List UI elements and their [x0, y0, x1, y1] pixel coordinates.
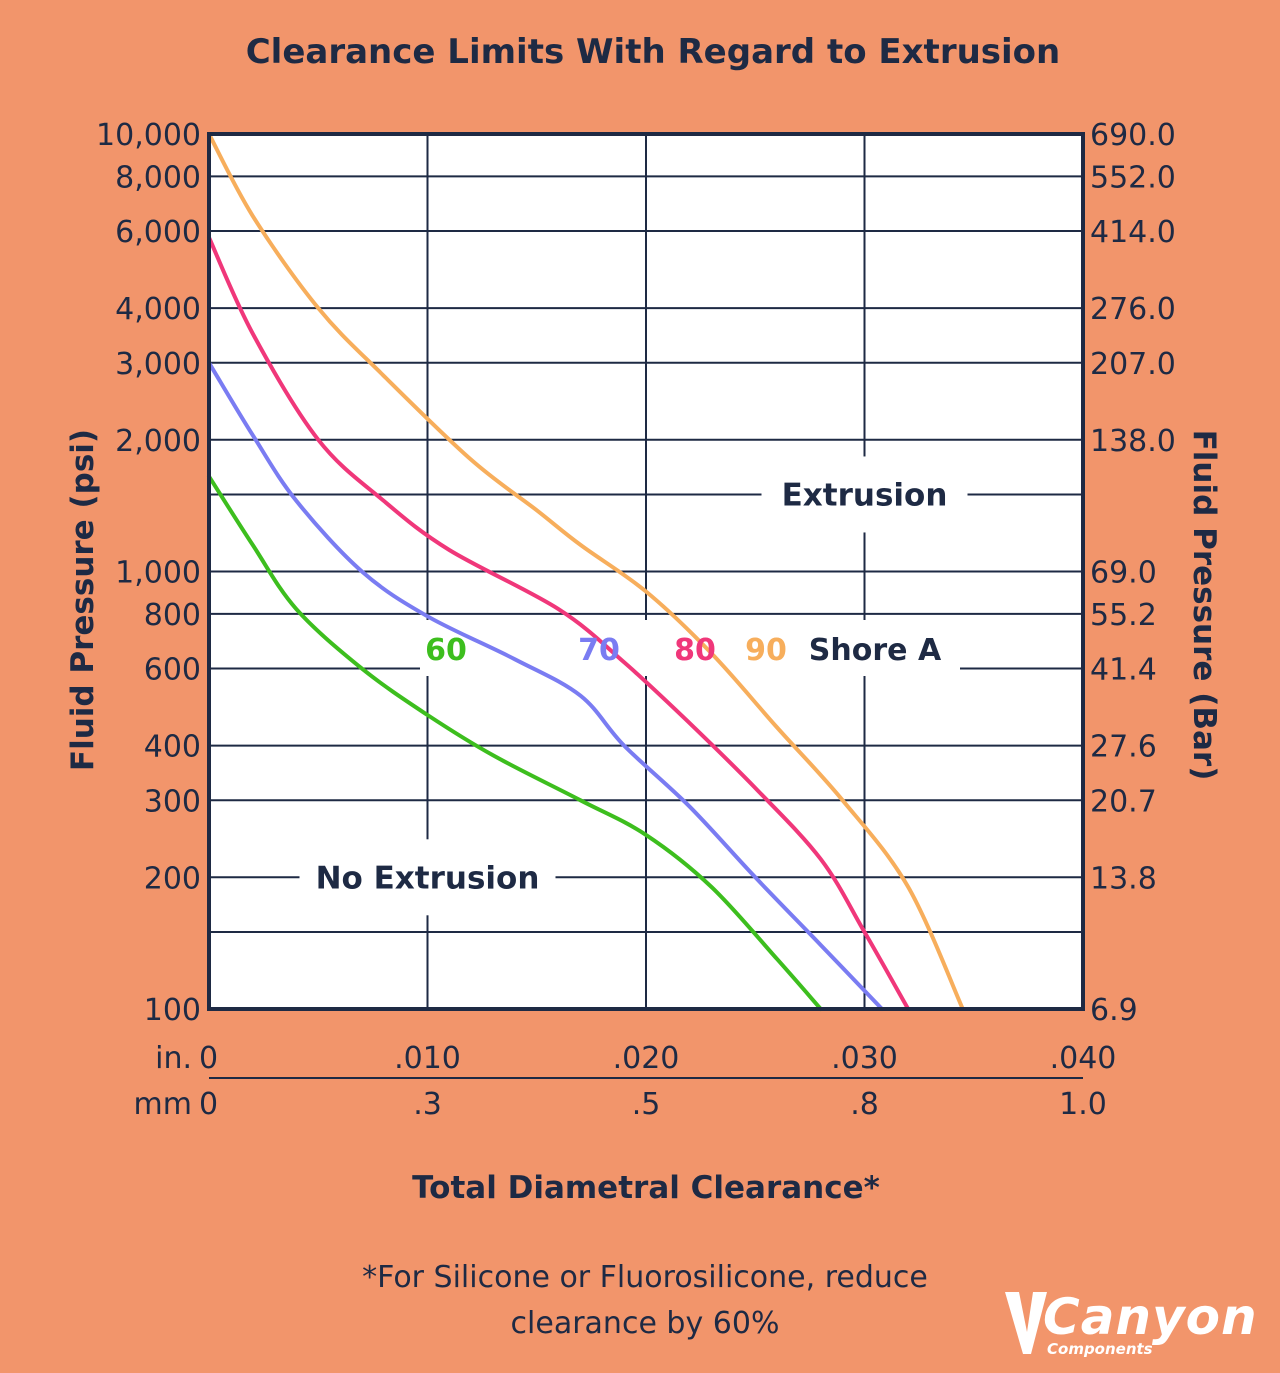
shore-a-label: Shore A [809, 633, 942, 668]
logo-name: Canyon [1043, 1288, 1258, 1346]
x-in-tick-label: 0 [199, 1041, 218, 1076]
y-left-axis-title: Fluid Pressure (psi) [65, 429, 101, 771]
y-right-tick-label: 207.0 [1090, 347, 1176, 382]
no-extrusion-label: No Extrusion [316, 860, 540, 896]
y-right-tick-label: 27.6 [1090, 730, 1157, 765]
y-right-tick-label: 690.0 [1090, 118, 1176, 153]
plot-border [207, 132, 1085, 1011]
series-90-line [207, 132, 965, 1011]
series-group [207, 132, 965, 1011]
y-left-tick-label: 2,000 [115, 424, 201, 459]
y-right-tick-label: 6.9 [1090, 993, 1138, 1028]
x-in-tick-label: .030 [831, 1041, 898, 1076]
x-mm-tick-label: .5 [632, 1087, 661, 1122]
shore-70-label: 70 [578, 633, 620, 668]
label-knockout [299, 839, 556, 916]
shore-60-label: 60 [425, 633, 467, 668]
y-right-tick-label: 13.8 [1090, 861, 1157, 896]
y-right-tick-label: 69.0 [1090, 556, 1157, 591]
footnote-line-2: clearance by 60% [510, 1306, 780, 1341]
y-right-tick-label: 41.4 [1090, 653, 1157, 688]
y-left-tick-label: 1,000 [115, 556, 201, 591]
y-right-tick-label: 414.0 [1090, 215, 1176, 250]
y-right-tick-label: 55.2 [1090, 598, 1157, 633]
y-right-tick-label: 138.0 [1090, 424, 1176, 459]
region-labels: Extrusion No Extrusion 60 70 80 90 Shore A [316, 477, 948, 896]
extrusion-label: Extrusion [782, 477, 948, 513]
y-left-tick-label: 200 [144, 861, 201, 896]
shore-80-label: 80 [674, 633, 716, 668]
series-60-line [207, 474, 823, 1011]
chart-title: Clearance Limits With Regard to Extrusio… [245, 32, 1061, 72]
series-70-line [207, 360, 884, 1011]
y-left-tick-label: 600 [144, 653, 201, 688]
x-mm-tick-label: .3 [413, 1087, 442, 1122]
x-mm-tick-label: 0 [199, 1087, 218, 1122]
canyon-v-mark-icon [1005, 1292, 1047, 1354]
y-left-tick-label: 4,000 [115, 292, 201, 327]
canyon-logo: Canyon Components [1003, 1288, 1265, 1358]
footnote-line-1: *For Silicone or Fluorosilicone, reduce [362, 1260, 928, 1295]
shore-90-label: 90 [745, 633, 787, 668]
y-right-tick-label: 20.7 [1090, 784, 1157, 819]
y-left-tick-label: 8,000 [115, 160, 201, 195]
axes: 10,0008,0006,0004,0003,0002,0001,0008006… [65, 118, 1222, 1206]
x-mm-tick-label: .8 [850, 1087, 879, 1122]
x-in-unit-label: in. [155, 1041, 192, 1076]
y-left-tick-label: 400 [144, 730, 201, 765]
y-left-tick-label: 300 [144, 784, 201, 819]
y-left-tick-label: 100 [144, 993, 201, 1028]
x-mm-unit-label: mm [134, 1087, 192, 1122]
y-right-axis-title: Fluid Pressure (Bar) [1186, 430, 1222, 781]
series-80-line [207, 235, 911, 1011]
y-left-tick-label: 10,000 [96, 118, 201, 153]
y-left-tick-label: 800 [144, 598, 201, 633]
x-in-tick-label: .040 [1050, 1041, 1117, 1076]
y-right-tick-label: 552.0 [1090, 160, 1176, 195]
y-left-tick-label: 3,000 [115, 347, 201, 382]
logo-subtitle: Components [1047, 1340, 1153, 1358]
x-axis-title: Total Diametral Clearance* [412, 1170, 880, 1206]
y-right-tick-label: 276.0 [1090, 292, 1176, 327]
x-in-tick-label: .020 [613, 1041, 680, 1076]
x-mm-tick-label: 1.0 [1059, 1087, 1107, 1122]
grid-lines [209, 134, 1083, 1009]
x-in-tick-label: .010 [394, 1041, 461, 1076]
label-knockout [761, 456, 968, 533]
footnote: *For Silicone or Fluorosilicone, reduce … [300, 1255, 990, 1347]
y-left-tick-label: 6,000 [115, 215, 201, 250]
